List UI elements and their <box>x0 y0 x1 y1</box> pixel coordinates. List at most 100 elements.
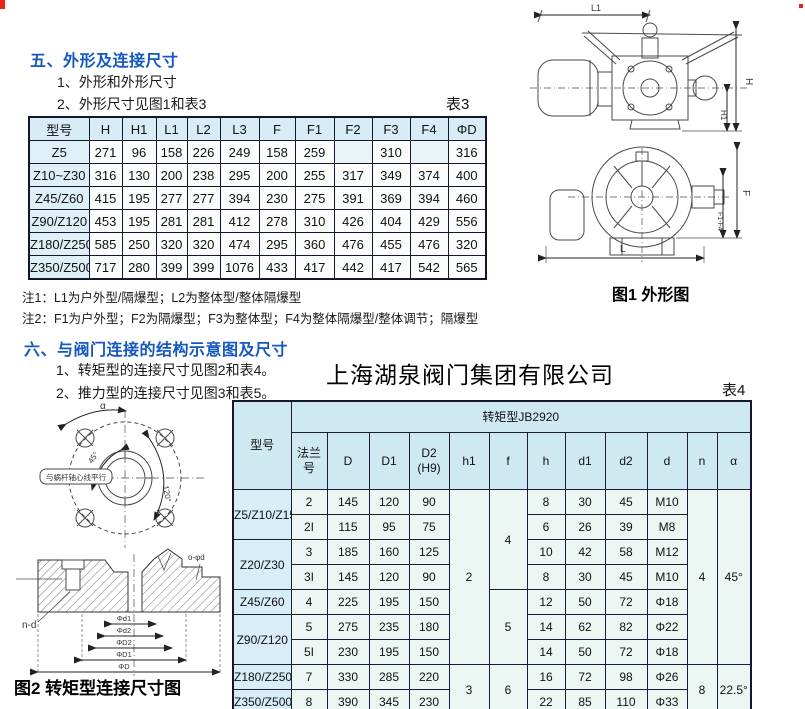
value-cell: 195 <box>121 186 157 210</box>
column-header: L3 <box>219 116 260 141</box>
value-cell: 75 <box>408 514 450 540</box>
value-cell: 45 <box>604 489 648 515</box>
value-cell: 230 <box>326 639 370 665</box>
value-cell: 474 <box>219 232 260 256</box>
value-cell: 374 <box>409 163 449 187</box>
model-cell: Z5 <box>28 140 90 164</box>
outline-dimension-table: 型号 H H1 L1 L2 L3 F F1 F2 F3 F4 ΦD Z5 271 96 158 226 249 15… <box>28 116 487 280</box>
column-header: D <box>326 432 370 490</box>
model-cell: Z350/Z500 <box>232 689 292 709</box>
value-cell: 8 <box>526 489 566 515</box>
fig1-dim-f: F <box>740 190 751 196</box>
value-cell <box>333 140 373 164</box>
company-watermark: 上海湖泉阀门集团有限公司 <box>326 363 614 388</box>
torque-connection-table: 型号 转矩型JB2920 法兰 号 D D1 D2 (H9) h1 f h d1 d2 d n α Z5/Z… <box>232 400 753 709</box>
value-cell: Φ22 <box>646 614 688 640</box>
value-cell: 310 <box>294 209 335 233</box>
value-cell: 8 <box>290 689 328 709</box>
value-cell: 96 <box>121 140 157 164</box>
value-cell: 277 <box>186 186 221 210</box>
value-cell: 230 <box>408 689 450 709</box>
fig2-dim-pD: ΦD <box>118 662 130 671</box>
value-cell: 158 <box>155 140 188 164</box>
table3-note2: 注2：F1为户外型；F2为隔爆型；F3为整体型；F4为整体隔爆型/整体调节；隔爆… <box>22 312 479 326</box>
table-subheader-row: 法兰 号 D D1 D2 (H9) h1 f h d1 d2 d n α <box>233 432 752 490</box>
column-header: H <box>88 116 123 141</box>
column-header: F1 <box>294 116 335 141</box>
value-cell: 3 <box>290 539 328 565</box>
value-cell: 400 <box>447 163 487 187</box>
value-cell: 433 <box>258 255 296 280</box>
value-cell: 85 <box>564 689 606 709</box>
value-cell: Φ18 <box>646 589 688 615</box>
table-row: Z45/Z60 415 195 277 277 394 230 275 391 369 394 460 <box>28 186 487 210</box>
value-cell: 285 <box>368 664 410 690</box>
column-header: α <box>716 432 752 490</box>
column-header: D2 (H9) <box>408 432 450 490</box>
value-cell: 426 <box>333 209 373 233</box>
section6-title: 六、与阀门连接的结构示意图及尺寸 <box>24 342 289 359</box>
scan-artifact-top-left <box>0 0 5 9</box>
table-row: Z5 271 96 158 226 249 158 259 310 316 <box>28 140 487 164</box>
value-cell: 717 <box>88 255 123 280</box>
value-cell: 281 <box>186 209 221 233</box>
column-header: d2 <box>604 432 648 490</box>
value-cell: 320 <box>447 232 487 256</box>
value-cell: 542 <box>409 255 449 280</box>
fig1-dim-f1f4: F1-F4 <box>716 212 723 231</box>
table-row: Z5/Z10/Z15 2 145 120 90 2 4 8 30 45 M10 4 45° <box>232 489 752 665</box>
value-cell: 565 <box>447 255 487 280</box>
value-cell: 295 <box>219 163 260 187</box>
table-row: 2I 115 95 75 6 26 39 M8 <box>233 514 751 540</box>
value-cell: M12 <box>646 539 688 565</box>
value-cell: 394 <box>219 186 260 210</box>
model-cell: Z90/Z120 <box>28 209 90 233</box>
value-cell: 62 <box>564 614 606 640</box>
value-cell: 6 <box>526 514 566 540</box>
value-cell: 556 <box>447 209 487 233</box>
value-cell: 275 <box>294 186 335 210</box>
value-cell: 158 <box>258 140 296 164</box>
value-cell: 50 <box>564 589 606 615</box>
model-cell: Z180/Z250 <box>232 664 292 690</box>
value-cell: 195 <box>368 589 410 615</box>
value-cell: 72 <box>564 664 606 690</box>
figure1-outline-drawing: L1 H H1 F F1-F4 L <box>530 3 754 263</box>
value-cell: Φ33 <box>646 689 688 709</box>
value-cell: 277 <box>155 186 188 210</box>
section5-item1: 1、外形和外形尺寸 <box>57 74 177 90</box>
value-cell: 399 <box>186 255 221 280</box>
value-cell: 7 <box>290 664 328 690</box>
value-cell: 26 <box>564 514 606 540</box>
value-cell: 1076 <box>219 255 260 280</box>
value-cell: 4 <box>488 489 528 590</box>
table3-note1: 注1：L1为户外型/隔爆型；L2为整体型/整体隔爆型 <box>22 291 302 305</box>
value-cell: 90 <box>408 564 450 590</box>
value-cell <box>409 140 449 164</box>
column-header: ΦD <box>447 116 487 141</box>
value-cell: 98 <box>604 664 648 690</box>
value-cell: 4 <box>686 489 718 665</box>
value-cell: 5 <box>488 589 528 665</box>
table-row: Z90/Z120 5 275 235 180 14 62 82 Φ22 <box>232 614 751 665</box>
table4-label: 表4 <box>722 382 746 399</box>
model-cell: Z45/Z60 <box>28 186 90 210</box>
value-cell: 320 <box>155 232 188 256</box>
value-cell: 280 <box>121 255 157 280</box>
value-cell: 429 <box>409 209 449 233</box>
value-cell: Φ18 <box>646 639 688 665</box>
value-cell: 72 <box>604 589 648 615</box>
model-cell: Z90/Z120 <box>232 614 292 665</box>
column-header: d <box>646 432 688 490</box>
section5-item2: 2、外形尺寸见图1和表3 <box>57 96 207 112</box>
figure2-caption: 图2 转矩型连接尺寸图 <box>14 679 182 698</box>
table3-label: 表3 <box>446 96 470 113</box>
table-row: Z20/Z30 3 185 160 125 10 42 58 M12 <box>232 539 751 590</box>
model-cell: Z10~Z30 <box>28 163 90 187</box>
value-cell: 145 <box>326 489 370 515</box>
value-cell: 95 <box>368 514 410 540</box>
fig2-dim-pd1: Φd1 <box>117 614 131 623</box>
column-header: n <box>686 432 718 490</box>
value-cell: 460 <box>447 186 487 210</box>
